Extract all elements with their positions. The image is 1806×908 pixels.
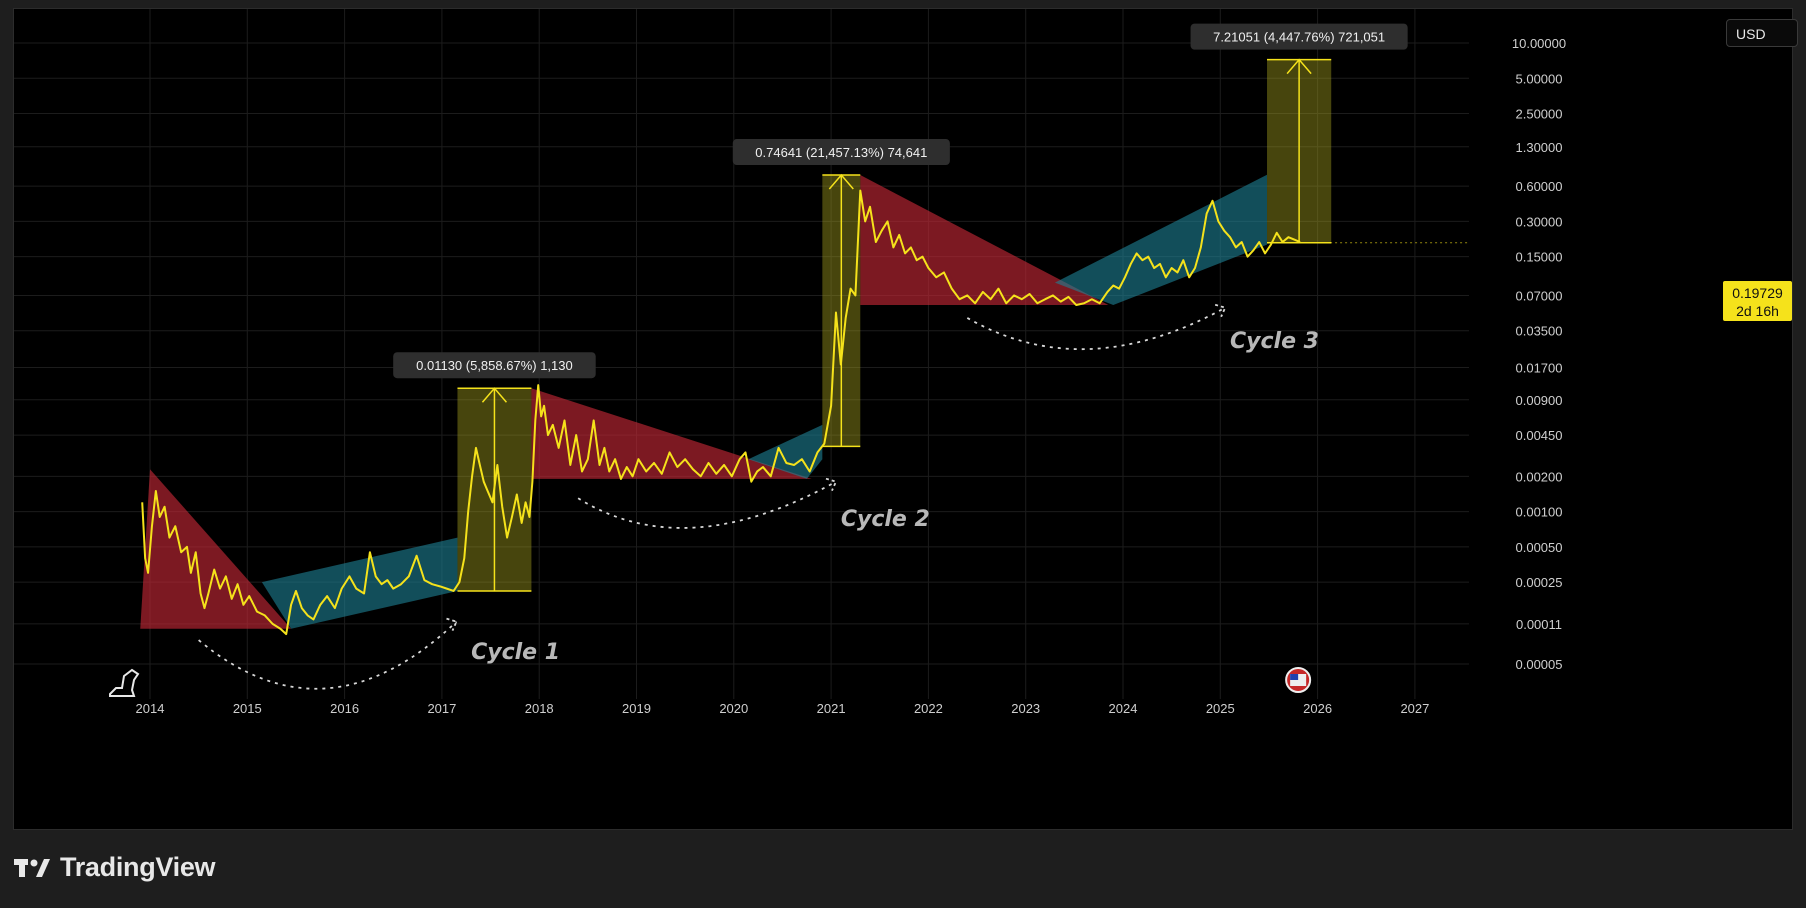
cycle-arc-arrowhead	[446, 617, 458, 631]
measure-label: 7.21051 (4,447.76%) 721,051	[1213, 30, 1385, 45]
cycle-arc-3	[966, 306, 1226, 351]
x-tick-label: 2021	[817, 701, 846, 716]
x-tick-label: 2023	[1011, 701, 1040, 716]
accumulation-channel-1	[261, 537, 458, 629]
measure-label-bg	[1190, 23, 1408, 50]
y-tick-label: 0.15000	[1516, 250, 1563, 265]
price-series	[141, 189, 1301, 636]
chart-axes: 10.00000 5.00000 2.50000 1.30000 0.60000 0.30…	[136, 36, 1567, 716]
y-tick-label: 0.00900	[1516, 393, 1563, 408]
x-tick-label: 2024	[1109, 701, 1138, 716]
price-chart[interactable]: 0.01130 (5,858.67%) 1,130 0.74641 (21,457…	[14, 9, 1792, 829]
currency-button[interactable]: USD	[1726, 19, 1798, 47]
measure-label-bg	[393, 352, 596, 379]
y-tick-label: 5.00000	[1516, 71, 1563, 86]
cycle-label-2: Cycle 2	[841, 507, 930, 532]
x-tick-label: 2014	[136, 701, 165, 716]
x-tick-label: 2020	[719, 701, 748, 716]
measure-label: 0.74641 (21,457.13%) 74,641	[755, 145, 927, 160]
measure-arrow-head	[1286, 58, 1312, 75]
bear-triangle-3	[860, 175, 1109, 306]
x-tick-label: 2027	[1400, 701, 1429, 716]
measure-arrow-head	[828, 173, 854, 190]
y-tick-label: 0.30000	[1516, 214, 1563, 229]
y-tick-label: 0.00100	[1516, 505, 1563, 520]
bar-countdown: 2d 16h	[1736, 303, 1779, 319]
tradingview-logo-icon	[14, 858, 50, 877]
y-tick-label: 0.03500	[1516, 324, 1563, 339]
y-tick-label: 10.00000	[1512, 36, 1566, 51]
y-tick-label: 0.00025	[1516, 575, 1563, 590]
us-flag-canton	[1290, 674, 1299, 680]
y-tick-label: 0.00011	[1516, 617, 1562, 632]
dinosaur-icon	[109, 668, 140, 697]
x-tick-label: 2019	[622, 701, 651, 716]
y-tick-label: 1.30000	[1516, 140, 1563, 155]
y-tick-label: 0.00005	[1516, 657, 1563, 672]
cycle-arc-1	[198, 620, 458, 690]
x-tick-label: 2017	[427, 701, 456, 716]
cycle-label-3: Cycle 3	[1230, 329, 1319, 354]
annotation-overlay: 0.01130 (5,858.67%) 1,130 0.74641 (21,457…	[109, 23, 1469, 697]
x-tick-label: 2025	[1206, 701, 1235, 716]
brand-name: TradingView	[60, 852, 216, 882]
accumulation-channel-3	[1054, 174, 1268, 306]
series-line	[141, 189, 1301, 636]
y-tick-label: 0.00200	[1516, 469, 1563, 484]
accumulation-channel-2	[748, 424, 823, 479]
x-tick-label: 2026	[1303, 701, 1332, 716]
x-tick-label: 2022	[914, 701, 943, 716]
y-tick-label: 0.07000	[1516, 288, 1563, 303]
chart-panel[interactable]: 0.01130 (5,858.67%) 1,130 0.74641 (21,457…	[13, 8, 1798, 830]
measure-arrow-head	[481, 387, 508, 403]
last-price: 0.19729	[1732, 285, 1783, 301]
y-tick-label: 0.00050	[1516, 540, 1563, 555]
cycle-label-1: Cycle 1	[471, 640, 560, 665]
last-price-tag: 0.19729 2d 16h	[1723, 281, 1792, 321]
x-tick-label: 2018	[525, 701, 554, 716]
y-tick-label: 0.00450	[1516, 428, 1563, 443]
y-tick-label: 0.01700	[1516, 360, 1563, 375]
brand-logo[interactable]: TradingView	[14, 852, 216, 883]
x-tick-label: 2016	[330, 701, 359, 716]
cycle-arc-2	[577, 480, 837, 529]
x-tick-label: 2015	[233, 701, 262, 716]
bear-triangle-1	[140, 469, 292, 629]
y-tick-label: 2.50000	[1516, 107, 1563, 122]
y-tick-label: 0.60000	[1516, 179, 1563, 194]
measure-label-bg	[732, 139, 950, 166]
measure-label: 0.01130 (5,858.67%) 1,130	[416, 358, 573, 373]
